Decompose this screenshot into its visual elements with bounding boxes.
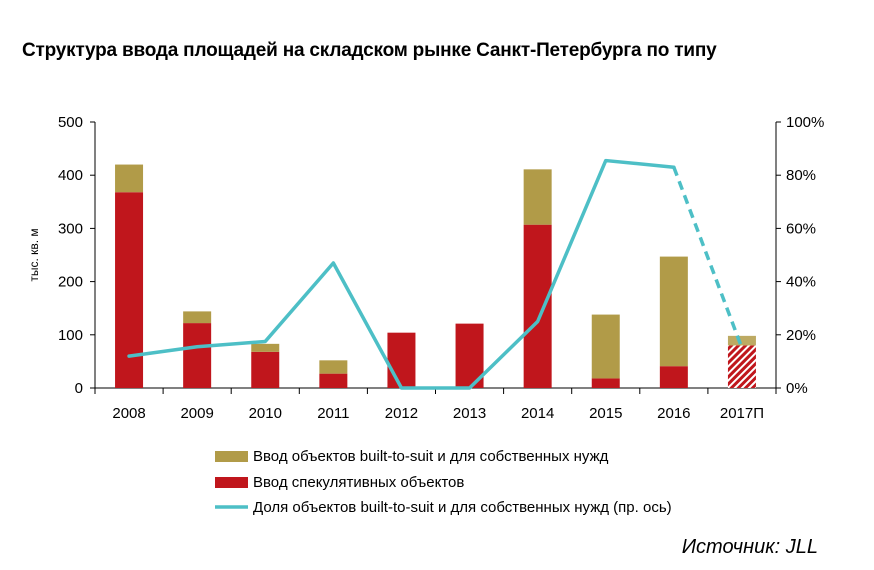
legend-label: Ввод объектов built-to-suit и для собств… xyxy=(253,448,609,465)
tick-labels-group: 0 100 200 300 400 500 0% 20% 40% 60% 80% 100% 2008 20… xyxy=(58,114,824,422)
y-tick-label: 400 xyxy=(58,167,83,184)
y-tick-label: 500 xyxy=(58,114,83,131)
share-line-group xyxy=(127,158,744,390)
legend-swatch-bts xyxy=(215,451,248,462)
bar-speculative xyxy=(659,366,688,388)
bar-speculative xyxy=(591,378,620,388)
y-tick-label: 100 xyxy=(58,327,83,344)
y2-tick-label: 0% xyxy=(786,380,808,397)
y2-tick-label: 60% xyxy=(786,220,816,237)
bar-built-to-suit xyxy=(659,256,688,367)
bar-built-to-suit xyxy=(319,360,348,374)
bar-built-to-suit xyxy=(115,164,144,193)
x-tick-label: 2017П xyxy=(720,405,764,422)
legend-swatch-spec xyxy=(215,477,248,488)
legend: Ввод объектов built-to-suit и для собств… xyxy=(215,448,672,516)
bar-speculative xyxy=(387,332,416,388)
legend-label: Ввод спекулятивных объектов xyxy=(253,474,464,491)
y2-tick-label: 20% xyxy=(786,327,816,344)
source-note: Источник: JLL xyxy=(681,536,818,558)
bar-built-to-suit xyxy=(251,343,280,352)
bar-built-to-suit xyxy=(727,335,756,346)
bar-speculative xyxy=(183,323,212,388)
y2-tick-label: 100% xyxy=(786,114,824,131)
bar-built-to-suit xyxy=(523,169,552,225)
x-tick-label: 2012 xyxy=(385,405,418,422)
bar-speculative xyxy=(523,224,552,388)
bar-built-to-suit xyxy=(591,314,620,379)
x-tick-label: 2013 xyxy=(453,405,486,422)
y-tick-label: 200 xyxy=(58,274,83,291)
y-tick-label: 300 xyxy=(58,220,83,237)
y2-tick-label: 80% xyxy=(786,167,816,184)
y-axis-label: тыс. кв. м xyxy=(27,228,41,281)
y-tick-label: 0 xyxy=(75,380,83,397)
x-tick-label: 2015 xyxy=(589,405,622,422)
x-tick-label: 2016 xyxy=(657,405,690,422)
x-tick-label: 2009 xyxy=(180,405,213,422)
bar-speculative xyxy=(251,351,280,388)
bar-speculative xyxy=(319,373,348,388)
share-line-actual xyxy=(127,158,676,390)
bar-speculative xyxy=(115,192,144,388)
x-tick-label: 2011 xyxy=(317,405,349,422)
bar-built-to-suit xyxy=(183,311,212,324)
bar-speculative xyxy=(727,345,756,388)
x-tick-label: 2008 xyxy=(112,405,145,422)
bars-group xyxy=(115,164,756,388)
x-tick-label: 2014 xyxy=(521,405,554,422)
legend-label: Доля объектов built-to-suit и для собств… xyxy=(253,499,672,516)
share-line-forecast xyxy=(672,166,744,349)
chart-title: Структура ввода площадей на складском ры… xyxy=(22,40,717,61)
x-tick-label: 2010 xyxy=(249,405,282,422)
y2-tick-label: 40% xyxy=(786,274,816,291)
